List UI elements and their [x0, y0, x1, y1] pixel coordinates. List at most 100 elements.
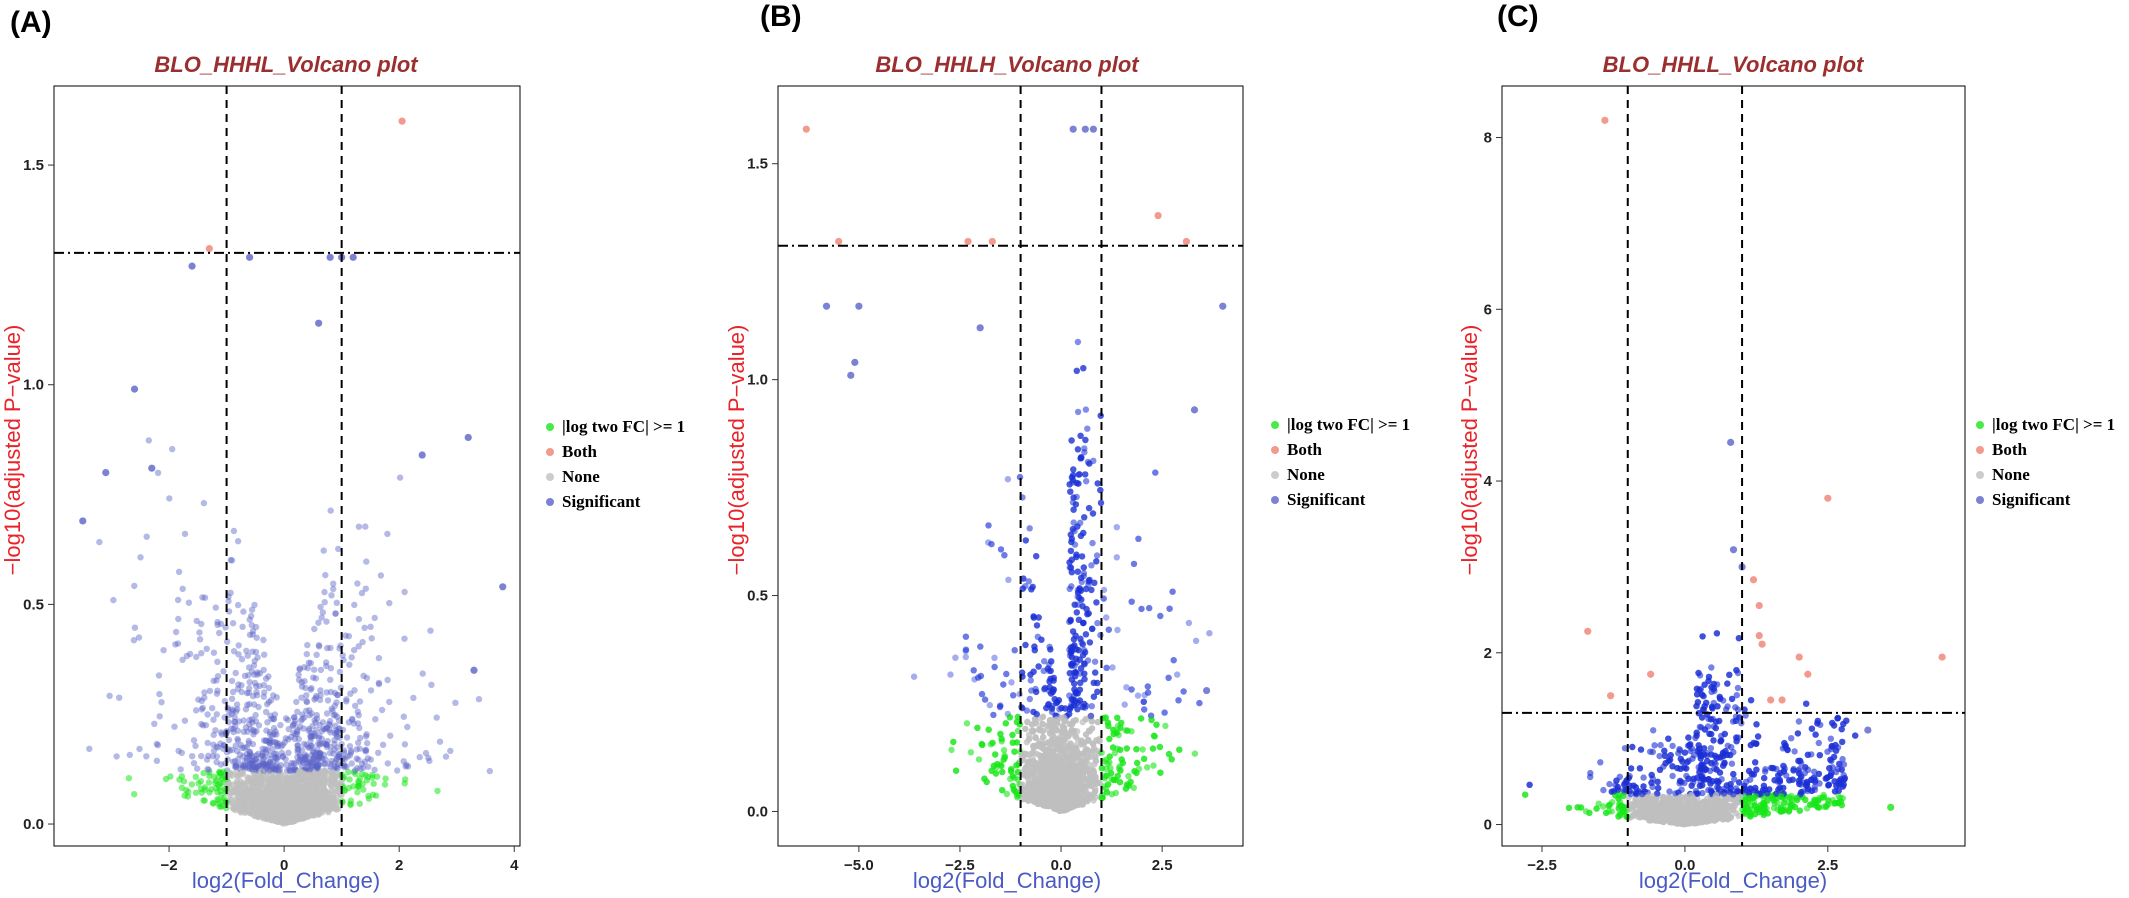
- data-point: [300, 756, 307, 764]
- data-point: [268, 804, 275, 811]
- panel-a-title: BLO_HHHL_Volcano plot: [154, 52, 419, 77]
- data-point: [275, 740, 282, 747]
- data-point: [283, 805, 291, 813]
- data-point: [1052, 737, 1059, 744]
- data-point: [401, 635, 408, 642]
- data-point: [1077, 532, 1085, 540]
- data-point: [1081, 765, 1088, 772]
- data-point: [1134, 692, 1142, 699]
- highlight-point-both: [964, 237, 972, 246]
- data-point: [294, 728, 301, 735]
- data-point: [354, 580, 361, 587]
- data-point: [349, 715, 356, 723]
- data-point: [1030, 668, 1037, 675]
- data-point: [285, 725, 292, 733]
- data-point: [266, 760, 274, 767]
- data-point: [1088, 718, 1096, 725]
- data-point: [308, 803, 315, 811]
- data-point: [1047, 646, 1054, 653]
- data-point: [214, 658, 221, 665]
- data-point: [364, 755, 372, 762]
- data-point: [305, 758, 313, 766]
- data-point: [260, 693, 267, 700]
- data-point: [1070, 636, 1078, 643]
- data-point: [1009, 731, 1016, 739]
- highlight-point-significant: [847, 371, 855, 379]
- data-point: [1076, 471, 1083, 478]
- data-point: [272, 738, 279, 746]
- data-point: [216, 629, 223, 637]
- data-point: [306, 707, 313, 714]
- data-point: [962, 633, 970, 640]
- data-point: [1161, 709, 1168, 716]
- data-point: [1091, 788, 1099, 795]
- data-point: [248, 612, 255, 620]
- data-point: [205, 766, 212, 774]
- data-point: [323, 741, 330, 748]
- data-point: [1106, 735, 1113, 743]
- data-point: [171, 723, 178, 730]
- data-point: [252, 711, 259, 719]
- data-point: [330, 712, 337, 719]
- data-point: [176, 776, 183, 783]
- data-point: [312, 732, 319, 739]
- data-point: [1192, 637, 1200, 644]
- data-point: [234, 737, 242, 744]
- data-point: [428, 681, 435, 688]
- data-point: [367, 687, 375, 694]
- data-point: [1165, 674, 1172, 681]
- data-point: [962, 646, 970, 653]
- data-point: [116, 694, 123, 701]
- data-point: [354, 764, 361, 772]
- data-point: [354, 708, 361, 715]
- highlight-point-significant: [1219, 302, 1227, 310]
- data-point: [1089, 625, 1096, 633]
- data-point: [401, 588, 408, 596]
- data-point: [238, 682, 245, 689]
- panel-c-label: (C): [1497, 0, 1539, 33]
- data-point: [475, 696, 483, 703]
- data-point: [262, 746, 269, 753]
- data-point: [322, 571, 329, 579]
- data-point: [203, 756, 211, 763]
- data-point: [322, 804, 329, 812]
- data-point: [358, 760, 366, 768]
- data-point: [324, 644, 331, 652]
- data-point: [386, 698, 393, 706]
- data-point: [241, 744, 248, 751]
- data-point: [317, 754, 325, 761]
- data-point: [452, 699, 459, 706]
- data-point: [256, 773, 264, 780]
- data-point: [265, 673, 272, 680]
- data-point: [234, 706, 241, 713]
- data-point: [215, 781, 222, 789]
- data-point: [361, 747, 369, 754]
- data-point: [229, 707, 237, 715]
- data-point: [304, 763, 312, 770]
- data-point: [1042, 771, 1049, 778]
- data-point: [106, 692, 113, 699]
- data-point: [229, 620, 237, 627]
- data-point: [306, 744, 313, 751]
- data-point: [303, 707, 310, 714]
- data-point: [1038, 636, 1045, 643]
- data-point: [294, 745, 301, 753]
- data-point: [355, 756, 362, 763]
- data-point: [341, 762, 348, 769]
- data-point: [269, 745, 276, 752]
- data-point: [316, 741, 323, 748]
- data-point: [317, 750, 324, 757]
- data-point: [195, 696, 202, 703]
- data-point: [251, 728, 258, 735]
- x-tick-label: 4: [510, 857, 519, 874]
- highlight-point-significant: [851, 358, 859, 366]
- data-point: [261, 761, 268, 769]
- data-point: [1140, 755, 1148, 762]
- y-tick-label: 1.5: [747, 156, 768, 173]
- data-point: [307, 659, 314, 667]
- data-point: [1097, 499, 1105, 507]
- data-point: [1191, 750, 1199, 757]
- data-point: [1011, 647, 1018, 654]
- data-point: [330, 585, 337, 593]
